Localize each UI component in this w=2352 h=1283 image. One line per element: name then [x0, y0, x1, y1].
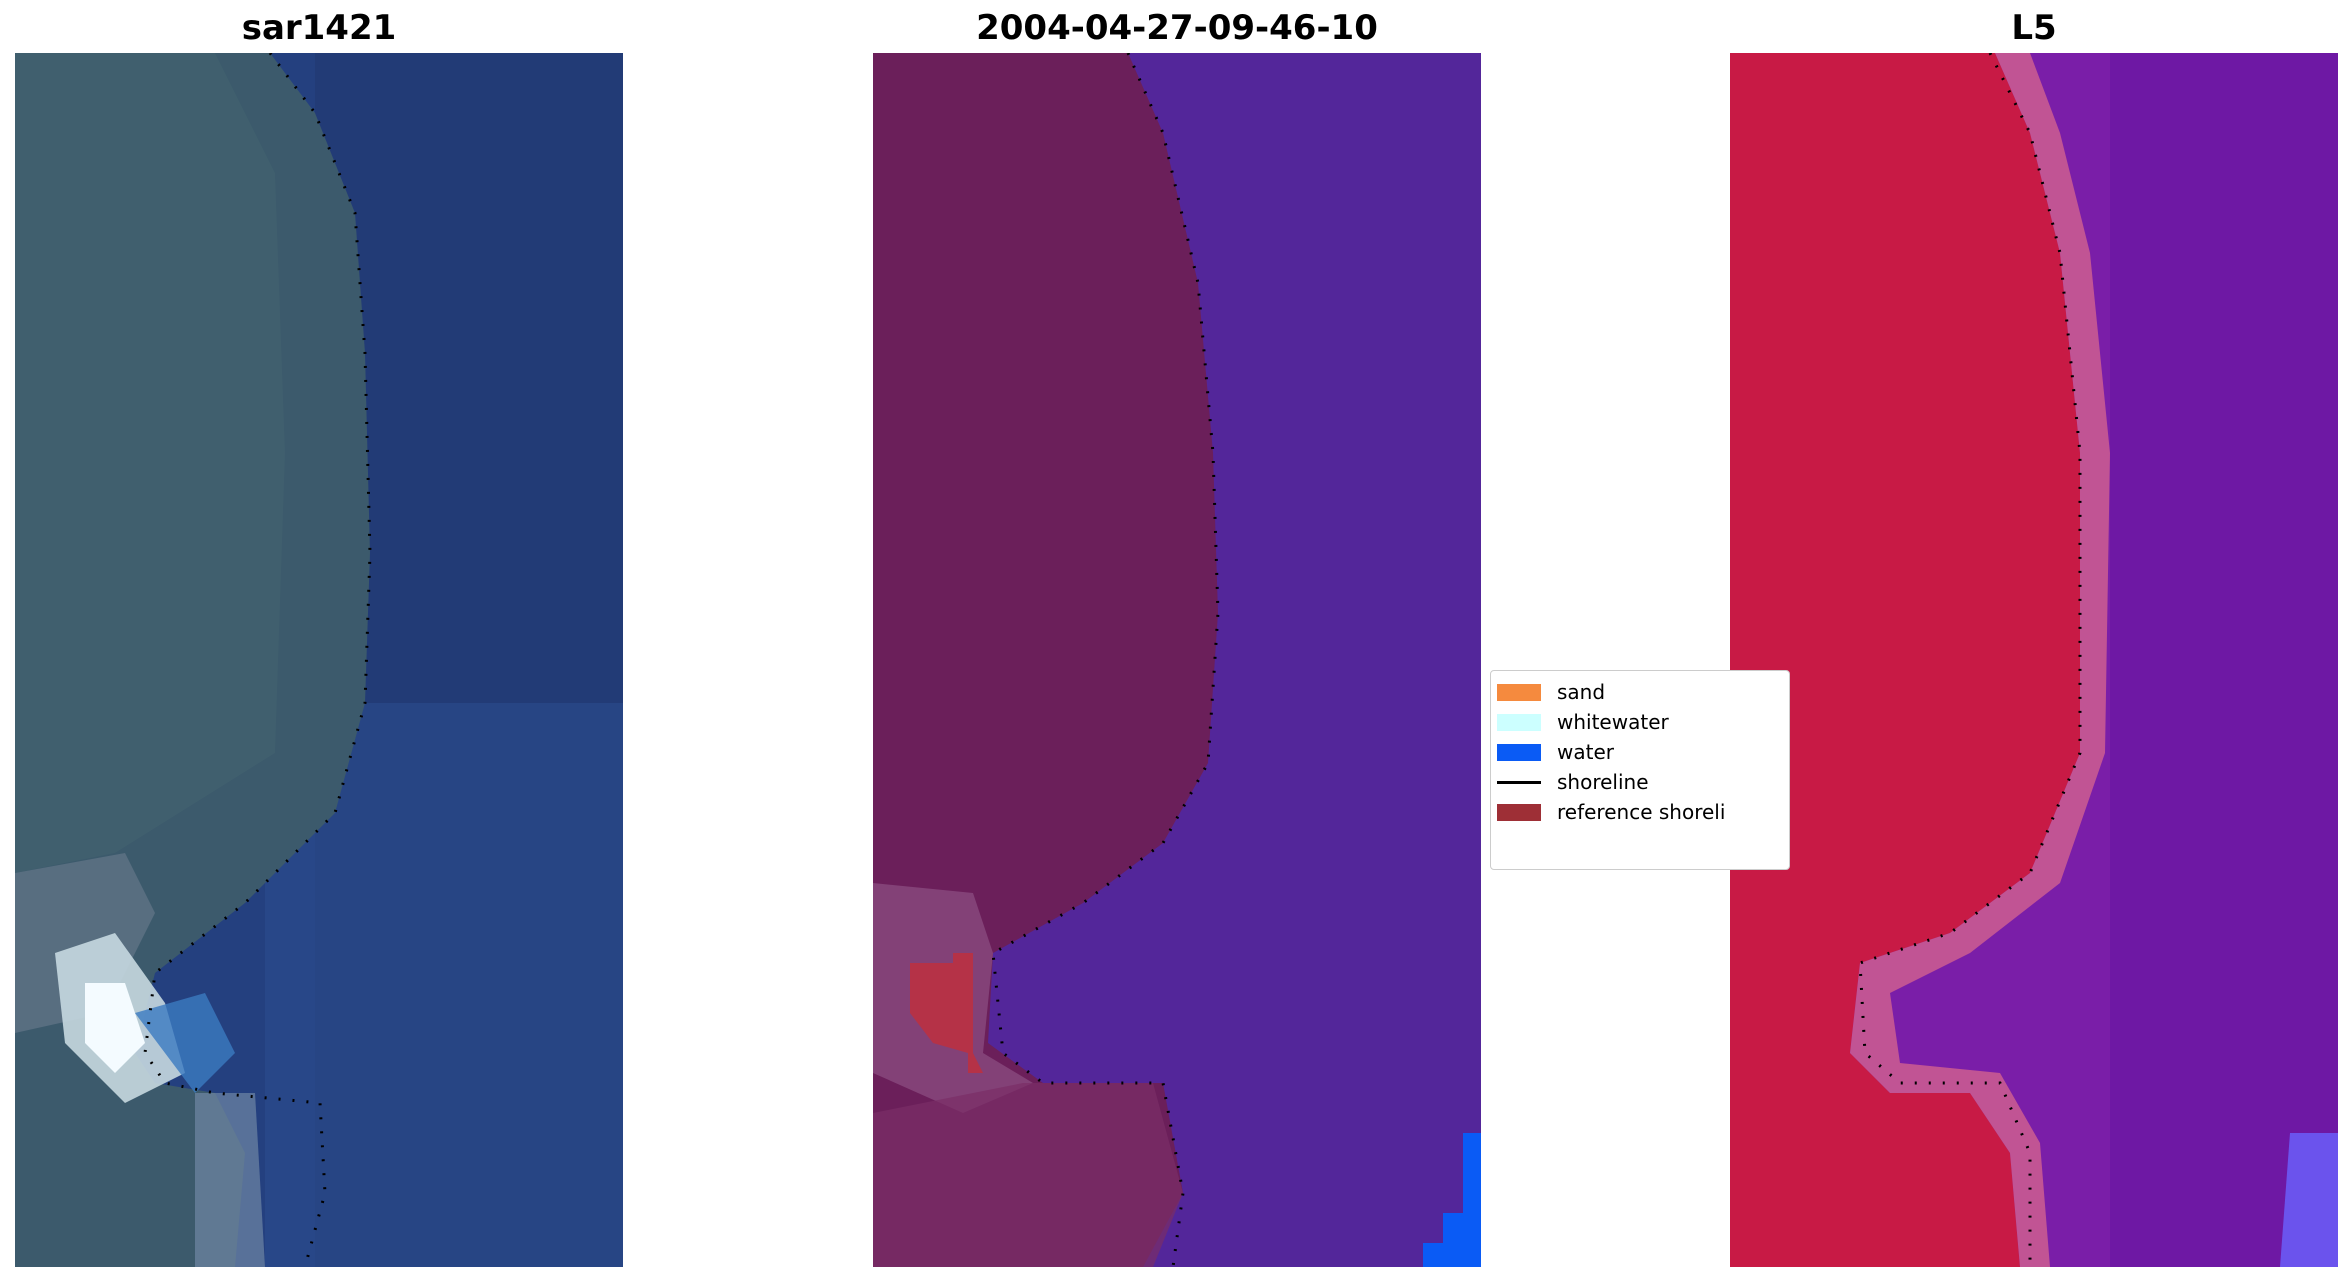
- legend: sand whitewater water shoreline referenc…: [1490, 670, 1790, 870]
- rgb-image-panel: [15, 53, 623, 1267]
- legend-item-whitewater: whitewater: [1491, 707, 1789, 737]
- legend-label: reference shoreli: [1557, 800, 1726, 824]
- legend-swatch-water: [1497, 743, 1541, 761]
- legend-label: sand: [1557, 680, 1606, 704]
- legend-item-sand: sand: [1491, 677, 1789, 707]
- legend-swatch-sand: [1497, 683, 1541, 701]
- legend-swatch-reference-shoreline: [1497, 803, 1541, 821]
- rgb-image: [15, 53, 623, 1267]
- shoreline-trace: [1858, 53, 2082, 1267]
- legend-swatch-whitewater: [1497, 713, 1541, 731]
- panel-title-classified: 2004-04-27-09-46-10: [976, 8, 1378, 48]
- legend-label: water: [1557, 740, 1614, 764]
- legend-line-shoreline: [1497, 780, 1541, 784]
- classified-image-panel: [873, 53, 1481, 1267]
- classified-image: [873, 53, 1481, 1267]
- legend-item-reference-shoreline: reference shoreli: [1491, 797, 1789, 827]
- panel-title-index: L5: [2011, 8, 2057, 48]
- legend-label: whitewater: [1557, 710, 1669, 734]
- index-image-panel: [1730, 53, 2338, 1267]
- legend-label: shoreline: [1557, 770, 1649, 794]
- panel-title-rgb: sar1421: [241, 8, 397, 48]
- legend-item-water: water: [1491, 737, 1789, 767]
- index-image: [1730, 53, 2338, 1267]
- legend-item-shoreline: shoreline: [1491, 767, 1789, 797]
